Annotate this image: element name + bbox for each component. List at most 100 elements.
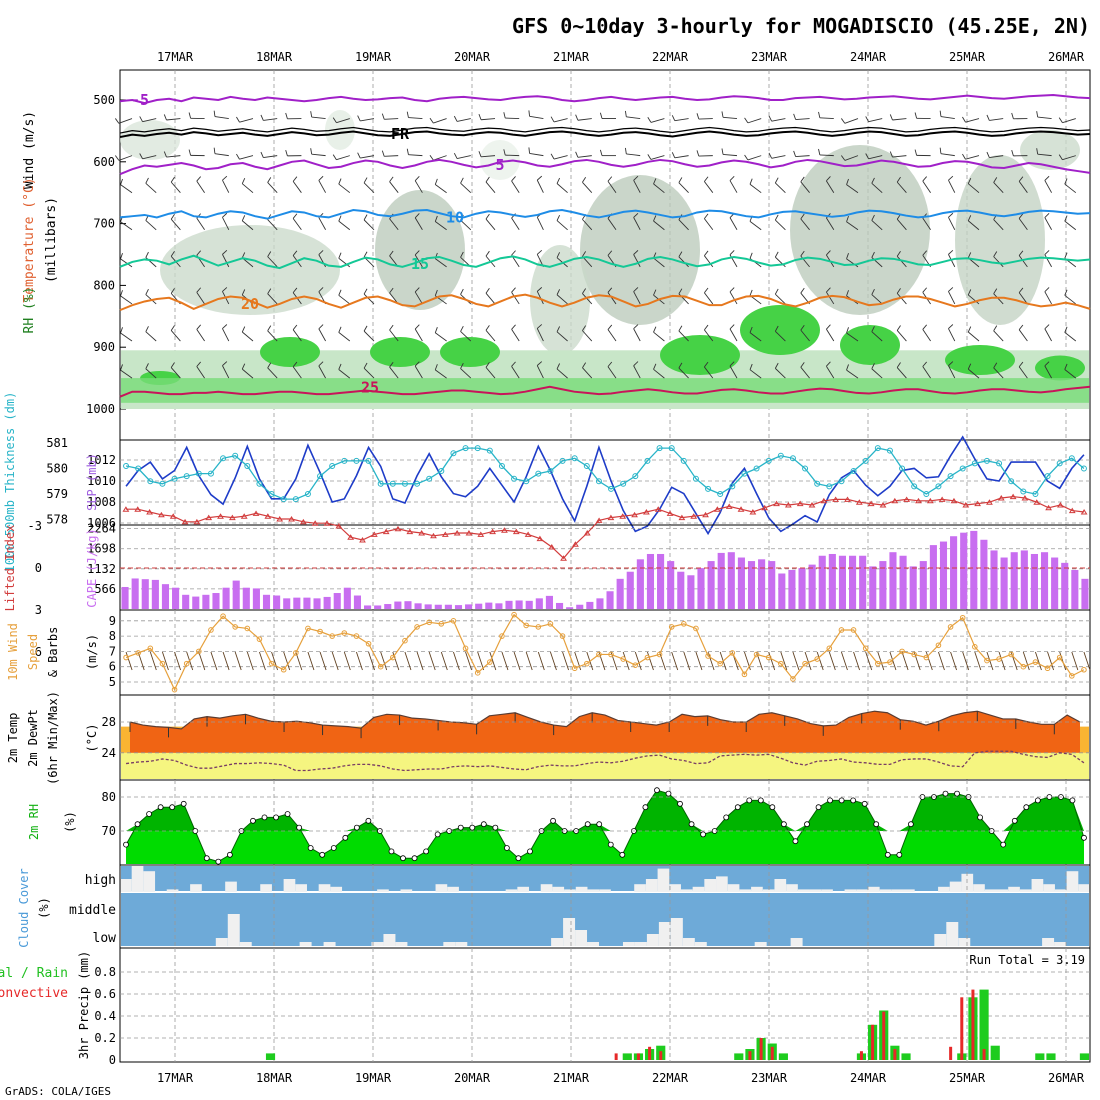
lifted-point: [347, 534, 355, 540]
x-label-bottom: 24MAR: [850, 1071, 887, 1085]
lifted-point: [217, 513, 224, 519]
cloud-bar-low: [587, 942, 600, 946]
rh-point: [515, 855, 522, 862]
cloud-bar-high: [716, 876, 728, 892]
cape-bar: [869, 566, 877, 609]
wind-barb-flag: [414, 287, 420, 293]
wind-barb-flag: [696, 113, 700, 120]
wind-barb-flag: [503, 112, 506, 119]
wind-barb-flag: [871, 289, 875, 295]
thickness-point: [935, 483, 942, 490]
cape-bar: [424, 604, 432, 609]
wind10-barb: [1083, 651, 1091, 671]
ylabel-thickness: 1000-500mb Thickness (dm): [3, 392, 17, 573]
cloud-bar-high: [844, 889, 857, 892]
wind-barb: [360, 118, 375, 122]
precip-total-bar: [1079, 1053, 1089, 1060]
cape-bar: [535, 598, 543, 609]
wind-barb: [142, 155, 157, 160]
rh-point: [492, 824, 499, 831]
wind10-barb: [841, 651, 848, 671]
wind-barb-flag: [846, 290, 849, 297]
cape-bar: [293, 597, 301, 609]
wind-barb-flag: [749, 363, 753, 370]
thickness-point: [765, 457, 772, 464]
cloud-row-label: low: [93, 931, 117, 946]
thickness-point: [268, 491, 275, 497]
cloud-bar-high: [1031, 879, 1044, 892]
wind-barb-flag: [865, 153, 869, 159]
wind-barb: [729, 328, 738, 342]
wind-barb: [819, 117, 834, 119]
wind10-point: [656, 651, 663, 658]
wind-barb-flag: [414, 361, 420, 367]
wind-barb-flag: [145, 363, 149, 369]
rh-point: [607, 841, 614, 848]
wind-barb-flag: [338, 215, 342, 222]
lifted-tick: 3: [35, 603, 42, 617]
wind-barb: [653, 331, 665, 342]
lifted-point: [311, 520, 319, 526]
cape-bar: [273, 595, 281, 609]
wind-barb-flag: [896, 176, 901, 183]
rh-moist-core: [740, 305, 820, 355]
wind-barb-flag: [647, 154, 652, 160]
wind-barb-flag: [1011, 112, 1014, 119]
wind-barb-flag: [793, 113, 797, 120]
lifted-point: [879, 502, 887, 508]
wind-barb: [965, 118, 980, 123]
lifted-point: [276, 516, 284, 522]
wind-barb-flag: [222, 287, 228, 292]
wind10-point: [959, 614, 966, 621]
wind10-point: [899, 648, 905, 655]
cape-bar: [545, 595, 553, 609]
wind-barb: [338, 369, 351, 379]
wind-barb-flag: [986, 114, 990, 121]
y-tick-pressure: 600: [93, 155, 115, 169]
cloud-bar-high: [669, 884, 681, 892]
rh-point: [134, 821, 141, 828]
cloud-bar-high: [552, 886, 565, 892]
wind-barb-flag: [196, 324, 202, 330]
isotherm-line: [119, 385, 1091, 398]
cloud-bar-high: [1066, 871, 1079, 892]
cape-bar: [1020, 550, 1028, 609]
thickness-point: [850, 468, 857, 475]
lifted-point: [997, 495, 1005, 501]
wind10-point: [608, 651, 614, 658]
wind-barb: [263, 155, 278, 159]
wind-barb: [749, 332, 762, 342]
wind10-point: [402, 637, 408, 644]
meteogram-panels: 17MAR 17MAR 18MAR 18MAR 19MAR 19MAR 20MAR 20MAR…: [0, 50, 1091, 1085]
wind-barb-flag: [1018, 213, 1024, 219]
slp-tick: 1012: [87, 453, 116, 467]
wind-barb: [384, 118, 399, 120]
rh-point: [907, 821, 914, 828]
wind10-barb: [283, 651, 291, 671]
wind10-point: [850, 627, 857, 633]
wind-barb-flag: [582, 176, 587, 183]
wind-barb-flag: [948, 249, 954, 255]
wind-barb-flag: [170, 325, 175, 331]
cape-bar: [374, 605, 382, 609]
wind-barb-flag: [896, 251, 901, 257]
wind-barb: [607, 329, 617, 342]
wind10-barb: [246, 651, 254, 671]
wind-barb-flag: [120, 327, 123, 334]
lifted-tick: 0: [35, 561, 42, 575]
wind10-barb: [683, 651, 691, 671]
thickness-point: [571, 455, 578, 462]
wind-barb-flag: [414, 213, 420, 219]
precip-convective-bar: [882, 1011, 886, 1060]
rh-point: [388, 848, 395, 855]
legend-temperature: Temperature (°C): [22, 177, 37, 302]
wind-barb: [800, 366, 810, 379]
wind-barb-flag: [914, 112, 918, 119]
wind-barb: [948, 291, 956, 305]
wind-barb-flag: [1064, 215, 1068, 222]
wind-barb-flag: [774, 177, 779, 184]
wind-barb-flag: [948, 324, 954, 329]
wind-barb: [360, 155, 375, 159]
wind-barb: [389, 218, 399, 231]
